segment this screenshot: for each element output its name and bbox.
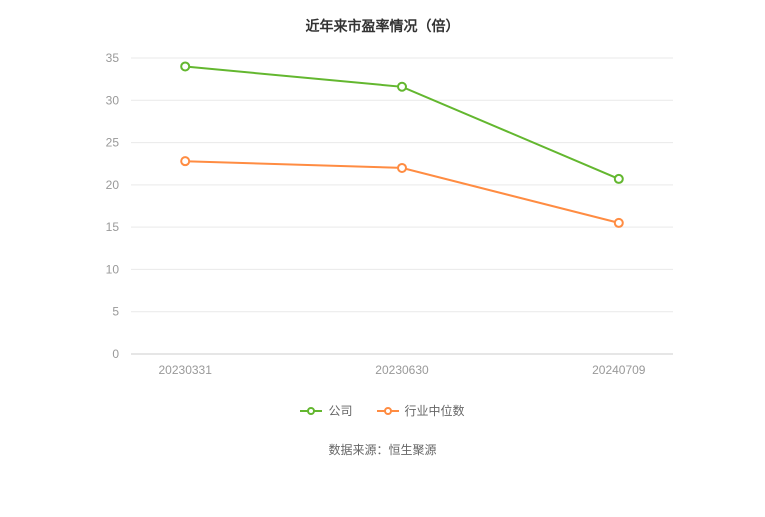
y-tick-label: 0 bbox=[112, 347, 119, 361]
y-tick-label: 30 bbox=[105, 93, 119, 107]
legend-label-company: 公司 bbox=[328, 402, 352, 419]
chart-container: 近年来市盈率情况（倍） 0 5 10 15 20 25 30 35 20230331 202306… bbox=[0, 0, 765, 517]
series-marker-company bbox=[398, 83, 406, 91]
legend-item-industry: 行业中位数 bbox=[377, 402, 465, 419]
y-tick-label: 25 bbox=[105, 136, 119, 150]
series-marker-company bbox=[614, 175, 622, 183]
series-marker-company bbox=[181, 62, 189, 70]
x-tick-label: 20240709 bbox=[592, 363, 646, 377]
pe-line-chart: 0 5 10 15 20 25 30 35 20230331 20230630 20240709 bbox=[63, 44, 703, 384]
series-marker-industry_median bbox=[398, 164, 406, 172]
x-tick-label: 20230630 bbox=[375, 363, 429, 377]
chart-legend: 公司 行业中位数 bbox=[20, 402, 745, 419]
x-tick-label: 20230331 bbox=[158, 363, 212, 377]
legend-label-industry: 行业中位数 bbox=[405, 402, 465, 419]
y-tick-label: 35 bbox=[105, 51, 119, 65]
data-source-name: 恒生聚源 bbox=[389, 443, 437, 457]
y-tick-label: 5 bbox=[112, 305, 119, 319]
data-source-prefix: 数据来源： bbox=[328, 443, 388, 457]
y-tick-label: 10 bbox=[105, 262, 119, 276]
series-marker-industry_median bbox=[181, 157, 189, 165]
legend-swatch-industry bbox=[377, 406, 399, 416]
series-marker-industry_median bbox=[614, 219, 622, 227]
data-source: 数据来源：恒生聚源 bbox=[20, 441, 745, 458]
legend-item-company: 公司 bbox=[300, 402, 352, 419]
legend-swatch-company bbox=[300, 406, 322, 416]
y-tick-label: 20 bbox=[105, 178, 119, 192]
y-tick-label: 15 bbox=[105, 220, 119, 234]
chart-title: 近年来市盈率情况（倍） bbox=[20, 16, 745, 36]
